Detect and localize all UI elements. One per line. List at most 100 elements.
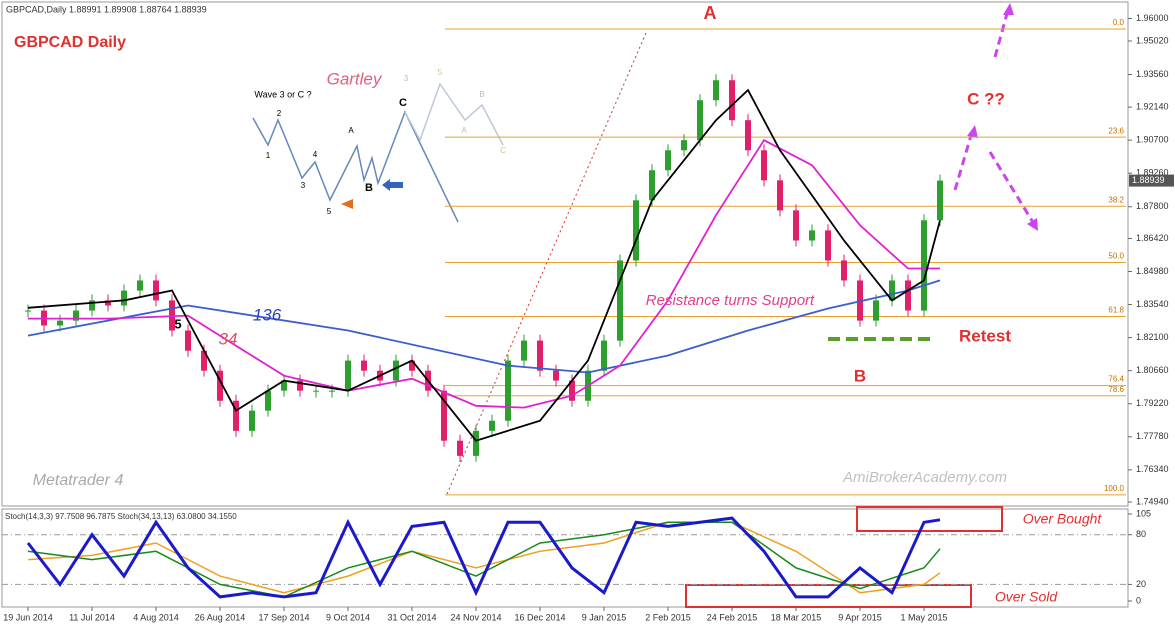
- box-label: Over Sold: [995, 589, 1058, 605]
- candle: [105, 300, 111, 306]
- stoch-tick-label: 0: [1136, 595, 1141, 605]
- moving-average: [28, 139, 940, 409]
- y-tick-label: 1.76340: [1136, 464, 1169, 474]
- wave-label: 3: [301, 181, 306, 190]
- wave-label: 3: [404, 74, 409, 83]
- price-tag-label: 1.88939: [1132, 175, 1165, 185]
- wave-label: 5: [327, 207, 332, 216]
- candle: [185, 330, 191, 351]
- y-tick-label: 1.87800: [1136, 201, 1169, 211]
- y-tick-label: 1.83540: [1136, 299, 1169, 309]
- fib-label: 100.0: [1104, 484, 1125, 493]
- x-tick-label: 24 Nov 2014: [450, 612, 501, 622]
- candle: [489, 420, 495, 431]
- x-tick-label: 26 Aug 2014: [195, 612, 246, 622]
- header: GBPCAD,Daily 1.88991 1.89908 1.88764 1.8…: [6, 4, 207, 14]
- candle: [89, 300, 95, 311]
- candle: [617, 260, 623, 341]
- wave-label: A: [348, 126, 354, 135]
- candle: [457, 440, 463, 456]
- overbought-box: [856, 506, 1003, 532]
- fib-label: 38.2: [1108, 195, 1124, 204]
- y-tick-label: 1.95020: [1136, 35, 1169, 45]
- y-tick-label: 1.96000: [1136, 13, 1169, 23]
- x-tick-label: 9 Apr 2015: [838, 612, 882, 622]
- projection-arrows: [953, 9, 1036, 225]
- wave-label: B: [365, 182, 373, 194]
- stoch-tick-label: 105: [1136, 508, 1151, 518]
- candle: [777, 180, 783, 211]
- candle: [281, 380, 287, 391]
- candle: [569, 380, 575, 401]
- fib-label: 23.6: [1108, 126, 1124, 135]
- fib-label: 50.0: [1108, 252, 1124, 261]
- y-tick-label: 1.93560: [1136, 69, 1169, 79]
- candle: [473, 430, 479, 456]
- wave-label: 2: [277, 109, 282, 118]
- candle: [217, 370, 223, 401]
- gartley-wave: [252, 110, 459, 223]
- candle: [313, 390, 319, 392]
- y-tick-label: 1.74940: [1136, 496, 1169, 506]
- stoch-line: [26, 516, 941, 599]
- candle: [665, 150, 671, 171]
- candle: [393, 360, 399, 381]
- stoch-tick-label: 20: [1136, 579, 1146, 589]
- annotation: 136: [253, 305, 282, 324]
- chart-title: GBPCAD Daily: [14, 34, 126, 51]
- candle: [921, 220, 927, 311]
- fib-label: 61.8: [1108, 306, 1124, 315]
- price-panel: [1, 1, 1129, 507]
- annotation: A: [704, 3, 717, 23]
- wave-label: 4: [313, 150, 318, 159]
- y-tick-label: 1.80660: [1136, 365, 1169, 375]
- candle: [793, 210, 799, 241]
- candle: [841, 260, 847, 281]
- candle: [697, 100, 703, 141]
- arrow-head: [1027, 218, 1038, 231]
- fib-label: 76.4: [1108, 375, 1124, 384]
- candle: [889, 280, 895, 301]
- arrow-head: [967, 125, 978, 138]
- candle: [537, 340, 543, 371]
- stoch-panel: [1, 508, 1129, 608]
- y-tick-label: 1.86420: [1136, 233, 1169, 243]
- annotation: B: [854, 366, 866, 385]
- candle: [441, 390, 447, 441]
- stoch-header: Stoch(14,3,3) 97.7508 96.7875 Stoch(34,1…: [5, 512, 237, 521]
- candle: [57, 320, 63, 326]
- y-tick-label: 1.89260: [1136, 168, 1169, 178]
- y-tick-label: 1.84980: [1136, 266, 1169, 276]
- marker-arrow: [382, 179, 403, 191]
- candle: [633, 200, 639, 261]
- candle: [521, 340, 527, 361]
- price-tag: [1129, 174, 1174, 187]
- candle: [233, 400, 239, 431]
- candle: [361, 360, 367, 371]
- arrow: [953, 131, 974, 191]
- arrow-head: [1003, 3, 1014, 15]
- candle: [761, 150, 767, 181]
- candle: [553, 370, 559, 381]
- x-tick-label: 24 Feb 2015: [707, 612, 758, 622]
- candle: [729, 80, 735, 121]
- wave-label: A: [461, 126, 467, 135]
- candle: [905, 280, 911, 311]
- x-tick-label: 19 Jun 2014: [3, 612, 53, 622]
- x-tick-label: 9 Oct 2014: [326, 612, 370, 622]
- x-tick-label: 9 Jan 2015: [582, 612, 627, 622]
- annotation: Metatrader 4: [33, 472, 124, 489]
- candle: [873, 300, 879, 321]
- arrow: [988, 151, 1036, 225]
- candle: [201, 350, 207, 371]
- fib-label: 78.6: [1108, 385, 1124, 394]
- marker-arrow: [341, 199, 353, 209]
- wave-label: C: [399, 97, 407, 109]
- annotation: Retest: [959, 326, 1011, 345]
- annotation: 5: [174, 316, 181, 331]
- candle: [73, 310, 79, 321]
- annotation: AmiBrokerAcademy.com: [842, 469, 1007, 486]
- wave-label: 1: [266, 151, 271, 160]
